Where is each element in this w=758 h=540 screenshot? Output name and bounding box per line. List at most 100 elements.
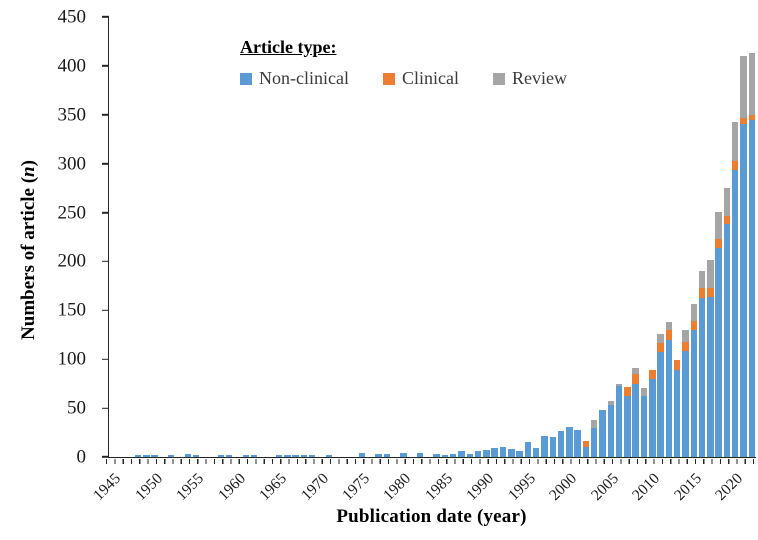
segment-non-clinical-1977	[375, 454, 382, 457]
bar-1971	[325, 17, 333, 457]
bar-stack-2022	[748, 17, 756, 457]
bar-stack-2004	[599, 17, 606, 457]
y-tick-label-0: 0	[76, 446, 87, 468]
bar-stack-1962	[250, 17, 258, 457]
bar-stack-1951	[160, 17, 166, 457]
segment-non-clinical-1952	[167, 455, 175, 457]
y-tick-label-100: 100	[57, 348, 87, 370]
bar-1980	[399, 17, 407, 457]
bar-stack-2008	[632, 17, 639, 457]
segment-non-clinical-2010	[649, 378, 656, 457]
bar-stack-1949	[143, 17, 150, 457]
legend-item-non-clinical: Non-clinical	[240, 68, 349, 89]
segment-non-clinical-1955	[192, 455, 200, 457]
segment-non-clinical-2016	[698, 297, 706, 457]
y-tick-0	[102, 456, 109, 458]
y-tick-label-350: 350	[57, 104, 87, 126]
y-tick-400	[102, 65, 109, 67]
bar-2021	[739, 17, 747, 457]
segment-review-2011	[657, 333, 664, 343]
segment-non-clinical-1993	[508, 449, 515, 457]
segment-review-2009	[640, 387, 648, 397]
bar-stack-1959	[226, 17, 233, 457]
bar-stack-2020	[732, 17, 739, 457]
segment-clinical-2019	[723, 215, 731, 225]
segment-non-clinical-2021	[740, 123, 747, 457]
bar-stack-1969	[308, 17, 316, 457]
bar-stack-2011	[657, 17, 664, 457]
bar-1995	[524, 17, 532, 457]
bar-stack-2001	[574, 17, 581, 457]
segment-non-clinical-1987	[458, 451, 465, 457]
bar-1992	[499, 17, 507, 457]
legend-items: Non-clinical Clinical Review	[240, 68, 601, 89]
segment-review-2019	[723, 188, 731, 216]
bar-stack-2016	[698, 17, 706, 457]
bar-stack-1978	[383, 17, 391, 457]
bar-stack-1998	[549, 17, 556, 457]
bar-1953	[175, 17, 183, 457]
y-tick-label-300: 300	[57, 153, 87, 175]
segment-clinical-2012	[665, 329, 673, 340]
bar-stack-2014	[682, 17, 689, 457]
bar-1993	[507, 17, 515, 457]
bar-2002	[582, 17, 590, 457]
plot-area: Article type: Non-clinical Clinical Revi…	[102, 16, 756, 458]
segment-non-clinical-2007	[624, 396, 631, 457]
bar-2022	[748, 17, 756, 457]
segment-non-clinical-1962	[250, 455, 258, 457]
bar-stack-1967	[292, 17, 299, 457]
bar-stack-1945	[110, 17, 116, 457]
bar-1965	[275, 17, 283, 457]
segment-non-clinical-2008	[632, 383, 639, 457]
segment-clinical-2007	[624, 386, 631, 397]
segment-clinical-2018	[715, 238, 722, 248]
segment-review-2008	[632, 368, 639, 374]
segment-non-clinical-1995	[524, 442, 532, 457]
bar-1949	[142, 17, 150, 457]
bar-stack-2000	[566, 17, 573, 457]
y-tick-label-150: 150	[57, 299, 87, 321]
bar-1948	[134, 17, 142, 457]
segment-review-2022	[748, 53, 756, 115]
segment-non-clinical-1999	[557, 430, 565, 457]
clinical-swatch-icon	[382, 72, 395, 85]
segment-non-clinical-2017	[707, 296, 714, 457]
bar-stack-1985	[441, 17, 449, 457]
segment-non-clinical-2000	[566, 426, 573, 457]
bar-stack-1961	[242, 17, 250, 457]
bar-stack-1982	[416, 17, 424, 457]
bar-stack-1954	[184, 17, 191, 457]
bar-1987	[457, 17, 465, 457]
bar-stack-1996	[532, 17, 540, 457]
x-axis-ticks	[106, 458, 756, 464]
segment-non-clinical-1967	[292, 455, 299, 457]
bar-stack-2009	[640, 17, 648, 457]
bar-1991	[491, 17, 499, 457]
bar-stack-1948	[134, 17, 142, 457]
bar-stack-2006	[615, 17, 623, 457]
bar-1982	[416, 17, 424, 457]
segment-review-2003	[591, 419, 598, 428]
segment-non-clinical-2020	[732, 169, 739, 457]
bar-1957	[209, 17, 217, 457]
bar-1959	[225, 17, 233, 457]
segment-non-clinical-2011	[657, 352, 664, 457]
segment-non-clinical-1980	[400, 453, 407, 457]
bar-2020	[731, 17, 739, 457]
segment-non-clinical-1954	[184, 454, 191, 457]
segment-non-clinical-1998	[549, 437, 556, 457]
segment-non-clinical-1950	[151, 455, 158, 457]
segment-non-clinical-2015	[690, 329, 697, 457]
bar-1956	[200, 17, 208, 457]
bar-stack-1975	[358, 17, 366, 457]
non-clinical-swatch-icon	[240, 72, 252, 85]
bar-stack-2007	[624, 17, 631, 457]
bar-stack-1987	[458, 17, 465, 457]
bar-stack-1952	[167, 17, 175, 457]
segment-review-2005	[607, 401, 615, 406]
bar-2000	[565, 17, 573, 457]
segment-review-2017	[707, 259, 714, 288]
bar-2016	[698, 17, 706, 457]
